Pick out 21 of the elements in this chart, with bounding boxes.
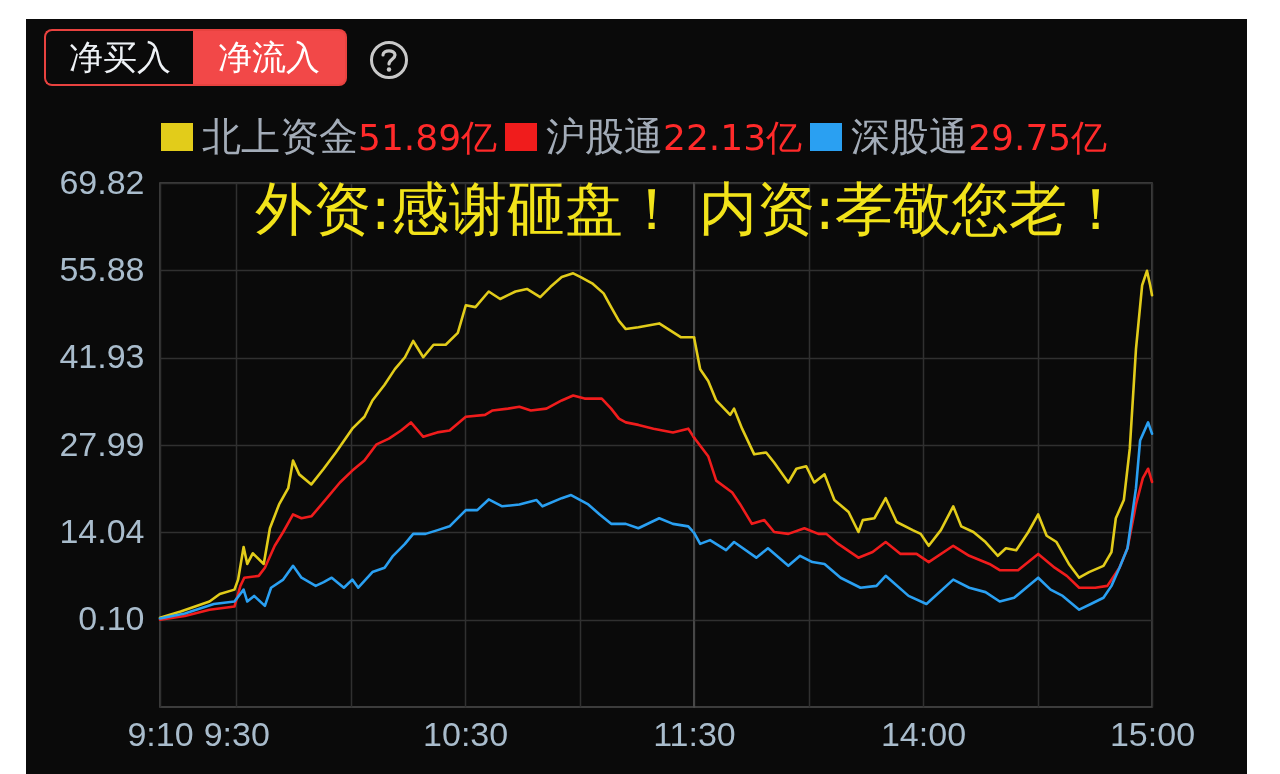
text: 22.13亿	[663, 116, 803, 158]
annotation: 外资:感谢砸盘！ 内资:孝敬您老！	[255, 175, 1125, 243]
legend-label: 深股通	[851, 114, 969, 159]
tab: 净买入	[44, 29, 193, 86]
x-tick-label: 11:30	[653, 714, 736, 753]
legend-label: 沪股通	[546, 114, 664, 159]
x-tick-label: 10:30	[423, 714, 509, 753]
y-tick-label: 27.99	[59, 424, 145, 463]
x-tick-label: 14:00	[880, 714, 967, 753]
x-tick-label: 15:00	[1109, 714, 1196, 753]
y-tick-label: 69.82	[59, 162, 145, 201]
y-tick-label: 0.10	[78, 599, 145, 638]
y-tick-label: 55.88	[59, 249, 145, 288]
text: 29.75亿	[968, 116, 1108, 158]
text: 51.89亿	[358, 116, 498, 158]
tab: 净流入	[193, 29, 347, 86]
legend-label: 北上资金	[202, 114, 358, 159]
x-tick-label: 9:10	[127, 714, 194, 753]
x-tick-label: 9:30	[203, 714, 270, 753]
y-tick-label: 14.04	[59, 511, 145, 550]
y-tick-label: 41.93	[59, 337, 145, 376]
